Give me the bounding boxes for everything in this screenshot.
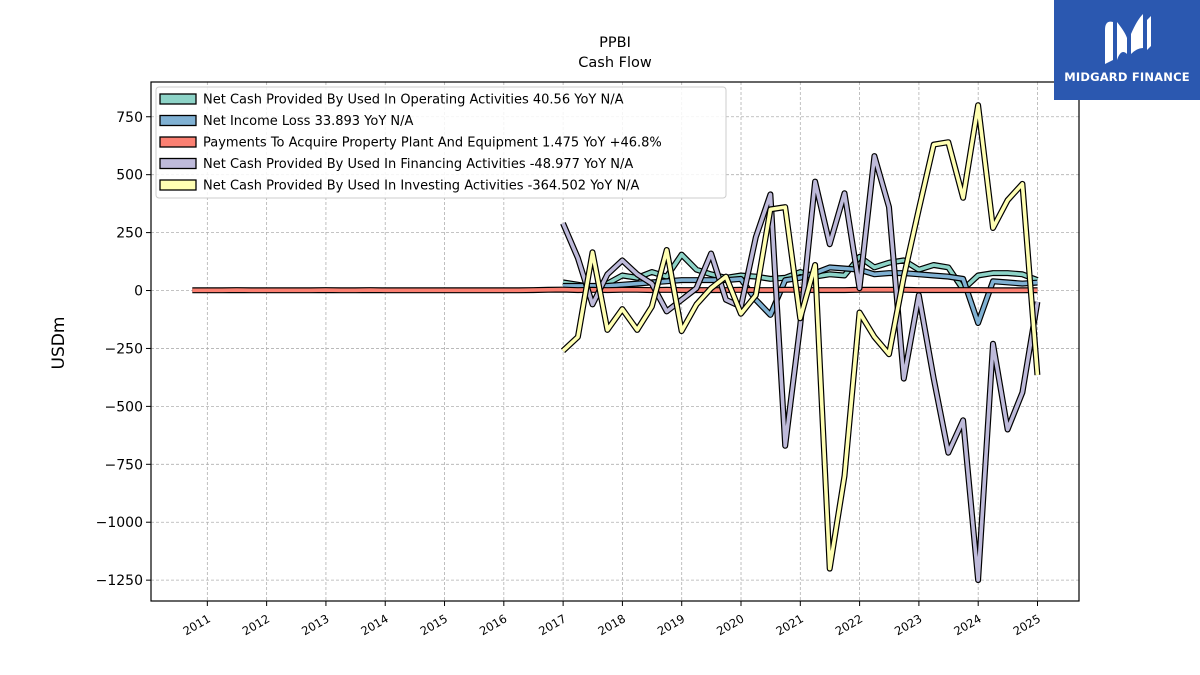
x-tick-label: 2021 xyxy=(773,611,805,638)
x-tick-label: 2020 xyxy=(714,611,746,638)
y-tick-label: −750 xyxy=(105,457,143,473)
chart-title: PPBI xyxy=(599,35,631,51)
x-tick-label: 2024 xyxy=(951,611,983,638)
y-tick-label: 750 xyxy=(116,110,143,126)
chart-subtitle: Cash Flow xyxy=(578,55,652,71)
x-tick-label: 2018 xyxy=(596,611,628,638)
y-tick-label: −250 xyxy=(105,341,143,357)
x-tick-label: 2022 xyxy=(833,611,865,638)
legend-swatch xyxy=(159,136,197,148)
legend-entry: Net Income Loss 33.893 YoY N/A xyxy=(203,114,414,129)
x-tick-label: 2023 xyxy=(892,611,924,638)
legend-entry: Net Cash Provided By Used In Operating A… xyxy=(203,93,624,108)
x-tick-label: 2016 xyxy=(477,611,509,638)
series-2 xyxy=(563,264,1038,326)
series-4 xyxy=(560,153,1041,584)
legend-entry: Payments To Acquire Property Plant And E… xyxy=(203,136,662,151)
series-5 xyxy=(560,102,1041,572)
y-tick-label: 500 xyxy=(116,168,143,184)
brand-name: MIDGARD FINANCE xyxy=(1064,70,1190,84)
x-tick-label: 2013 xyxy=(299,611,331,638)
y-tick-label: −1250 xyxy=(96,573,143,589)
y-tick-label: 0 xyxy=(134,284,143,300)
legend-box xyxy=(155,86,727,199)
x-tick-label: 2019 xyxy=(655,611,687,638)
legend-entry: Net Cash Provided By Used In Investing A… xyxy=(203,179,640,194)
series-3 xyxy=(192,286,1038,294)
x-tick-label: 2015 xyxy=(418,611,450,638)
series-line xyxy=(563,265,1038,325)
y-tick-label: −1000 xyxy=(96,515,143,531)
series-lines xyxy=(192,102,1041,584)
series-line xyxy=(192,287,1038,293)
legend-swatch xyxy=(159,157,197,170)
legend-swatch xyxy=(159,179,197,191)
legend-swatch xyxy=(159,93,197,105)
brand-logo: MIDGARD FINANCE xyxy=(1054,0,1200,100)
series-line xyxy=(561,103,1040,571)
legend-swatch xyxy=(159,114,197,127)
x-tick-label: 2017 xyxy=(536,611,568,638)
x-tick-label: 2011 xyxy=(180,611,212,638)
plot-frame xyxy=(150,81,1080,602)
legend: Net Cash Provided By Used In Operating A… xyxy=(155,86,727,199)
y-tick-label: 250 xyxy=(116,226,143,242)
y-tick-label: −500 xyxy=(105,399,143,415)
x-tick-label: 2025 xyxy=(1011,611,1043,638)
x-tick-label: 2012 xyxy=(240,611,272,638)
midgard-m-logo-icon xyxy=(1105,14,1151,64)
x-tick-label: 2014 xyxy=(358,611,390,638)
legend-entry: Net Cash Provided By Used In Financing A… xyxy=(203,157,633,172)
series-line xyxy=(561,154,1040,582)
y-axis-label: USDm xyxy=(49,317,69,370)
